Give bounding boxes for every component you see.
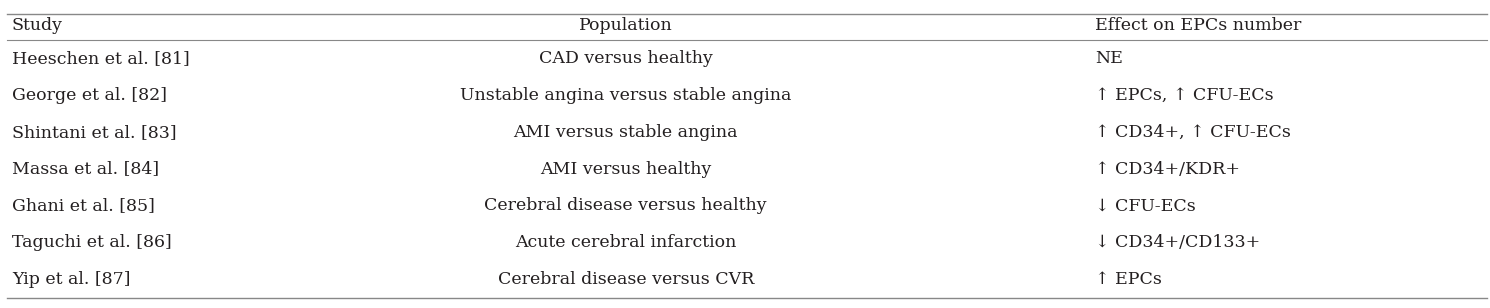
Text: Heeschen et al. [81]: Heeschen et al. [81] — [12, 50, 189, 67]
Text: Effect on EPCs number: Effect on EPCs number — [1095, 18, 1302, 34]
Text: Population: Population — [580, 18, 672, 34]
Text: CAD versus healthy: CAD versus healthy — [539, 50, 712, 67]
Text: Shintani et al. [83]: Shintani et al. [83] — [12, 124, 176, 141]
Text: NE: NE — [1095, 50, 1123, 67]
Text: ↑ CD34+, ↑ CFU-ECs: ↑ CD34+, ↑ CFU-ECs — [1095, 124, 1290, 141]
Text: Study: Study — [12, 18, 63, 34]
Text: ↑ CD34+/KDR+: ↑ CD34+/KDR+ — [1095, 160, 1240, 177]
Text: ↓ CFU-ECs: ↓ CFU-ECs — [1095, 197, 1196, 214]
Text: Ghani et al. [85]: Ghani et al. [85] — [12, 197, 155, 214]
Text: ↓ CD34+/CD133+: ↓ CD34+/CD133+ — [1095, 234, 1261, 251]
Text: Yip et al. [87]: Yip et al. [87] — [12, 271, 131, 288]
Text: Cerebral disease versus CVR: Cerebral disease versus CVR — [498, 271, 754, 288]
Text: ↑ EPCs, ↑ CFU-ECs: ↑ EPCs, ↑ CFU-ECs — [1095, 87, 1274, 104]
Text: ↑ EPCs: ↑ EPCs — [1095, 271, 1162, 288]
Text: George et al. [82]: George et al. [82] — [12, 87, 167, 104]
Text: Taguchi et al. [86]: Taguchi et al. [86] — [12, 234, 171, 251]
Text: AMI versus stable angina: AMI versus stable angina — [514, 124, 738, 141]
Text: AMI versus healthy: AMI versus healthy — [539, 160, 712, 177]
Text: Massa et al. [84]: Massa et al. [84] — [12, 160, 159, 177]
Text: Unstable angina versus stable angina: Unstable angina versus stable angina — [460, 87, 791, 104]
Text: Acute cerebral infarction: Acute cerebral infarction — [516, 234, 736, 251]
Text: Cerebral disease versus healthy: Cerebral disease versus healthy — [484, 197, 767, 214]
